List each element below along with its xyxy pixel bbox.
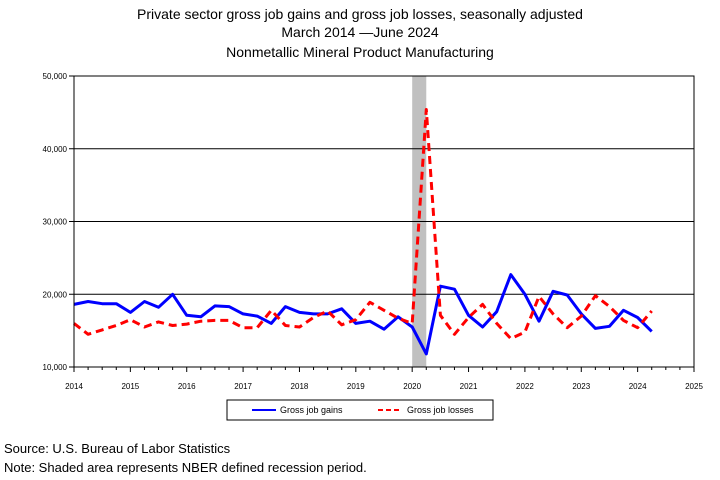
x-tick-label: 2022 (516, 382, 534, 391)
y-tick-label: 20,000 (43, 290, 68, 299)
series-layer (73, 108, 653, 356)
chart-area: 10,000 20,000 30,000 40,000 50,000 2014 2015 20… (43, 72, 704, 421)
x-tick-label: 2016 (178, 382, 196, 391)
grid-layer (74, 75, 694, 368)
chart-title: Private sector gross job gains and gross… (137, 6, 583, 22)
chart-subtitle: Nonmetallic Mineral Product Manufacturin… (226, 44, 494, 60)
x-tick-label: 2024 (629, 382, 647, 391)
series-gross-job-gains (73, 273, 653, 356)
y-tick-label: 10,000 (43, 363, 68, 372)
x-tick-label: 2020 (403, 382, 421, 391)
chart-date-range: March 2014 —June 2024 (281, 24, 439, 40)
x-tick-label: 2017 (234, 382, 252, 391)
legend: Gross job gains Gross job losses (226, 399, 494, 421)
x-tick-label: 2014 (65, 382, 83, 391)
x-tick-label: 2015 (121, 382, 139, 391)
y-tick-label: 50,000 (43, 72, 68, 81)
x-tick-label: 2023 (572, 382, 590, 391)
series-gross-job-losses (73, 108, 653, 341)
legend-gains-label: Gross job gains (280, 405, 343, 415)
x-tick-label: 2019 (347, 382, 365, 391)
legend-box (226, 399, 494, 421)
x-tick-label: 2021 (460, 382, 478, 391)
x-tick-label: 2025 (685, 382, 703, 391)
source-note: Source: U.S. Bureau of Labor Statistics (4, 441, 231, 456)
recession-note: Note: Shaded area represents NBER define… (4, 460, 367, 475)
y-tick-label: 30,000 (43, 218, 68, 227)
legend-losses-label: Gross job losses (407, 405, 474, 415)
y-tick-label: 40,000 (43, 145, 68, 154)
axis-layer: 10,000 20,000 30,000 40,000 50,000 2014 2015 20… (43, 72, 704, 391)
x-tick-label: 2018 (291, 382, 309, 391)
